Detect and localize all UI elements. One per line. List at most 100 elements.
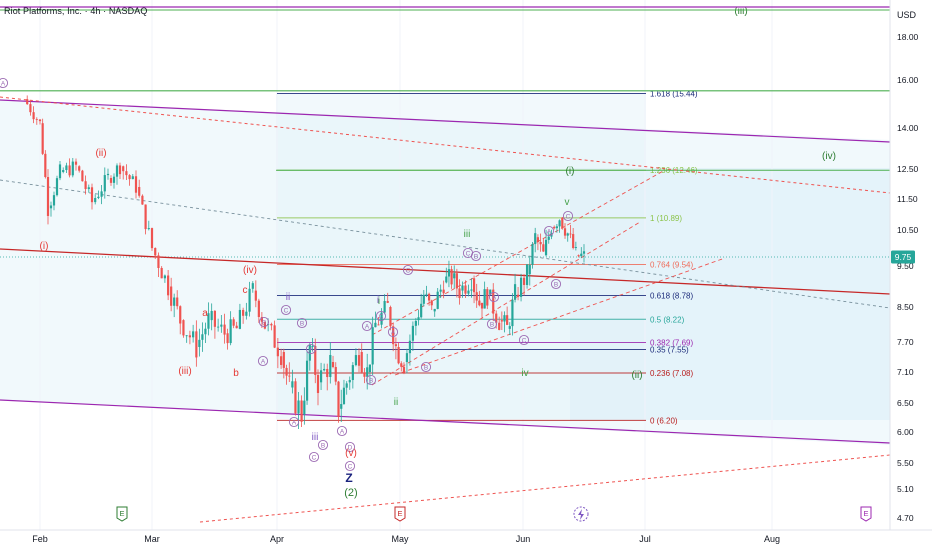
candle xyxy=(150,227,154,251)
svg-text:C: C xyxy=(312,455,317,462)
dividend-lightning-icon[interactable] xyxy=(573,506,589,522)
wave-circle-C-10: C xyxy=(344,460,356,472)
candle xyxy=(566,232,569,242)
candle xyxy=(408,334,412,366)
svg-text:E: E xyxy=(397,509,402,518)
candle xyxy=(363,368,366,384)
candle xyxy=(531,241,534,269)
candle xyxy=(414,317,417,336)
candle xyxy=(270,322,273,331)
candle xyxy=(480,302,484,318)
fib-level-label-8: 0.236 (7.08) xyxy=(650,369,693,378)
candle xyxy=(134,170,138,199)
candle xyxy=(445,267,448,284)
time-tick-apr: Apr xyxy=(270,534,284,544)
candle xyxy=(254,280,257,308)
candle xyxy=(55,175,59,197)
candle xyxy=(453,265,456,289)
candle xyxy=(436,288,439,310)
candle xyxy=(508,322,511,336)
candle xyxy=(260,312,263,328)
wave-circle-A-20: A xyxy=(488,291,500,303)
candle xyxy=(354,348,358,367)
price-tick-18.00: 18.00 xyxy=(897,32,919,42)
candle xyxy=(32,106,35,124)
candle xyxy=(345,381,348,395)
candle xyxy=(291,369,294,394)
earnings-marker-1[interactable]: E xyxy=(394,506,406,522)
svg-text:C: C xyxy=(348,464,353,471)
price-tick-5.50: 5.50 xyxy=(897,458,914,468)
candle xyxy=(46,169,50,225)
candle xyxy=(112,173,116,189)
wave-circle-A-9: A xyxy=(336,425,348,437)
fib-level-label-2: 1 (10.89) xyxy=(650,214,682,223)
candle xyxy=(528,256,531,286)
wave-circle-B-19: B xyxy=(470,250,482,262)
candle xyxy=(447,260,451,288)
time-axis[interactable]: Feb Mar Apr May Jun Jul Aug xyxy=(32,534,780,544)
earnings-marker-2[interactable]: E xyxy=(860,506,872,522)
svg-text:A: A xyxy=(492,295,497,302)
currency-label: USD xyxy=(897,10,917,20)
svg-text:E: E xyxy=(119,509,124,518)
candle xyxy=(553,225,556,230)
candle xyxy=(52,191,56,211)
price-axis[interactable]: 18.00 16.00 14.00 12.50 11.50 10.50 9.50 8.50 7.… xyxy=(891,32,919,523)
svg-text:A: A xyxy=(309,347,314,354)
price-tick-14.00: 14.00 xyxy=(897,123,919,133)
svg-text:A: A xyxy=(365,324,370,331)
earnings-marker-0[interactable]: E xyxy=(116,506,128,522)
candle xyxy=(115,163,119,185)
wave-circle-A-0: A xyxy=(0,77,9,89)
wave-label-red-0: (i) xyxy=(40,241,49,252)
fib-level-label-5: 0.5 (8.22) xyxy=(650,315,685,324)
fib-level-label-0: 1.618 (15.44) xyxy=(650,89,698,98)
candle xyxy=(470,278,473,298)
candle xyxy=(582,244,586,263)
candle xyxy=(125,164,128,181)
candle xyxy=(128,174,131,186)
wave-circle-B-7: B xyxy=(317,439,329,451)
candle xyxy=(62,167,65,174)
candle xyxy=(450,265,453,289)
candle xyxy=(511,293,514,336)
svg-text:D: D xyxy=(348,445,353,452)
svg-text:B: B xyxy=(262,320,266,327)
candle xyxy=(288,362,291,383)
wave-circle-B-4: B xyxy=(296,317,308,329)
candle xyxy=(368,364,372,385)
svg-text:B: B xyxy=(554,282,558,289)
svg-text:C: C xyxy=(379,314,384,321)
price-tick-6.00: 6.00 xyxy=(897,427,914,437)
price-tick-16.00: 16.00 xyxy=(897,75,919,85)
wave-label-small-3: iv xyxy=(521,368,528,379)
candle xyxy=(542,238,545,252)
candle xyxy=(263,321,267,330)
svg-text:A: A xyxy=(261,359,266,366)
candle xyxy=(257,298,260,323)
candle xyxy=(204,322,207,343)
candle xyxy=(44,150,47,179)
wave-circle-C-22: C xyxy=(518,334,530,346)
candle xyxy=(506,306,509,326)
candle xyxy=(141,194,144,205)
candle xyxy=(188,330,192,345)
svg-text:A: A xyxy=(547,229,552,236)
wave-label-green-4: (2) xyxy=(344,487,357,499)
wave-label-red-3: (iv) xyxy=(243,265,257,276)
wave-circle-C-17: C xyxy=(402,264,414,276)
candle xyxy=(242,307,245,324)
svg-text:A: A xyxy=(292,420,297,427)
price-tick-7.70: 7.70 xyxy=(897,337,914,347)
candle xyxy=(167,270,170,301)
candle xyxy=(326,363,329,391)
candle xyxy=(229,311,232,346)
candle xyxy=(235,321,238,329)
candle xyxy=(78,165,81,173)
candle xyxy=(366,353,369,390)
candle xyxy=(185,334,188,343)
candle xyxy=(534,227,537,253)
